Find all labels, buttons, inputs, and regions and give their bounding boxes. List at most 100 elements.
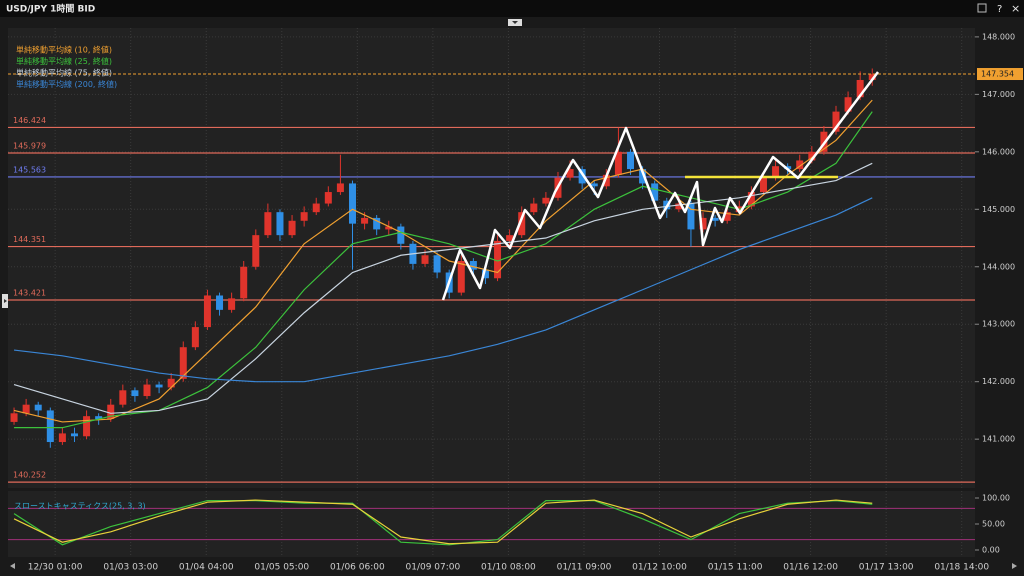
- candle-body: [252, 235, 260, 267]
- candle-body: [627, 151, 635, 170]
- candle-body: [457, 261, 465, 293]
- candle-body: [578, 169, 586, 184]
- x-tick-label: 01/16 12:00: [783, 563, 838, 573]
- x-tick-label: 01/15 11:00: [708, 563, 763, 573]
- candle-body: [832, 111, 840, 132]
- x-tick-label: 01/12 10:00: [632, 563, 687, 573]
- candle-body: [336, 183, 344, 193]
- candle-body: [651, 183, 659, 201]
- x-tick-label: 01/05 05:00: [254, 563, 309, 573]
- candle-body: [373, 217, 381, 230]
- candle-body: [614, 151, 622, 175]
- scroll-right[interactable]: [1012, 563, 1017, 569]
- candle-body: [131, 390, 139, 397]
- x-tick-label: 01/10 08:00: [481, 563, 536, 573]
- candle-body: [203, 295, 211, 328]
- x-tick-label: 01/11 09:00: [557, 563, 612, 573]
- scroll-left[interactable]: [10, 563, 15, 569]
- help-button[interactable]: ?: [997, 4, 1002, 15]
- candle-body: [542, 197, 550, 204]
- candle-body: [70, 433, 78, 437]
- stoch-tick-label: 50.00: [982, 520, 1005, 529]
- candle-body: [95, 416, 103, 420]
- y-tick-label: 141.000: [982, 435, 1015, 444]
- x-tick-label: 01/18 14:00: [934, 563, 989, 573]
- candle-body: [228, 298, 236, 310]
- legend-entry: 単純移動平均線 (75, 終値): [16, 68, 112, 78]
- candle-body: [34, 404, 42, 411]
- y-tick-label: 142.000: [982, 377, 1015, 386]
- candle-body: [46, 410, 54, 443]
- side-arrow: [4, 299, 7, 303]
- plot-layer: 12/30 01:00 01/03 03:00 01/04 04:00 01/05 0…: [8, 28, 1023, 573]
- moving-average-line: [13, 162, 873, 414]
- maximize-icon[interactable]: [977, 3, 987, 13]
- moving-average-line: [13, 99, 873, 423]
- candle-body: [240, 266, 248, 299]
- candle-body: [699, 217, 707, 230]
- candle-body: [518, 212, 526, 236]
- candle-body: [167, 378, 175, 388]
- candle-body: [361, 217, 369, 224]
- x-tick-label: 01/17 13:00: [859, 563, 914, 573]
- candle-body: [796, 160, 804, 170]
- y-tick-label: 144.000: [982, 262, 1015, 271]
- candle-body: [590, 183, 598, 187]
- stoch-tick-label: 0.00: [982, 546, 1000, 555]
- x-tick-label: 01/06 06:00: [330, 563, 385, 573]
- legend-entry: 単純移動平均線 (10, 終値): [16, 45, 112, 55]
- y-tick-label: 147.000: [982, 90, 1015, 99]
- y-tick-label: 145.000: [982, 205, 1015, 214]
- candle-body: [868, 74, 876, 80]
- legend-entry: 単純移動平均線 (25, 終値): [16, 56, 112, 66]
- candle-body: [385, 226, 393, 230]
- trend-annotation: [441, 71, 879, 301]
- candle-body: [83, 416, 91, 437]
- candle-body: [711, 217, 719, 221]
- stoch-line: [13, 499, 873, 545]
- candle-body: [264, 212, 272, 236]
- candle-body: [421, 255, 429, 264]
- y-tick-label: 148.000: [982, 32, 1015, 41]
- x-tick-label: 01/03 03:00: [103, 563, 158, 573]
- candle-body: [288, 220, 296, 236]
- candle-body: [494, 240, 502, 279]
- candle-body: [276, 212, 284, 236]
- candle-body: [179, 347, 187, 379]
- candle-body: [469, 261, 477, 270]
- candle-body: [759, 177, 767, 193]
- candle-body: [602, 174, 610, 187]
- candle-body: [784, 166, 792, 170]
- candle-body: [566, 169, 574, 178]
- candle-body: [747, 192, 755, 207]
- candle-body: [481, 269, 489, 279]
- candle-body: [22, 404, 30, 414]
- candle-body: [639, 169, 647, 184]
- candle-body: [216, 295, 224, 310]
- candle-body: [107, 404, 115, 420]
- candle-body: [397, 226, 405, 244]
- close-button[interactable]: ×: [1011, 2, 1020, 15]
- window-title: USD/JPY 1時間 BID: [6, 3, 95, 15]
- candle-body: [312, 203, 320, 213]
- candle-body: [155, 384, 163, 388]
- price-level-label: 140.252: [13, 471, 46, 480]
- candle-body: [772, 166, 780, 178]
- main-panel: [8, 28, 975, 488]
- candle-body: [723, 212, 731, 221]
- price-level-label: 145.979: [13, 142, 46, 151]
- price-level-label: 144.351: [13, 235, 46, 244]
- stoch-tick-label: 100.00: [982, 494, 1010, 503]
- candle-body: [433, 255, 441, 273]
- price-level-label: 145.563: [13, 165, 46, 174]
- x-tick-label: 12/30 01:00: [28, 563, 83, 573]
- y-tick-label: 143.000: [982, 320, 1015, 329]
- candle-body: [687, 203, 695, 230]
- candle-body: [348, 183, 356, 224]
- moving-average-line: [13, 197, 873, 383]
- candle-body: [856, 79, 864, 98]
- stoch-line: [13, 499, 873, 546]
- current-price-label: 147.354: [981, 70, 1014, 79]
